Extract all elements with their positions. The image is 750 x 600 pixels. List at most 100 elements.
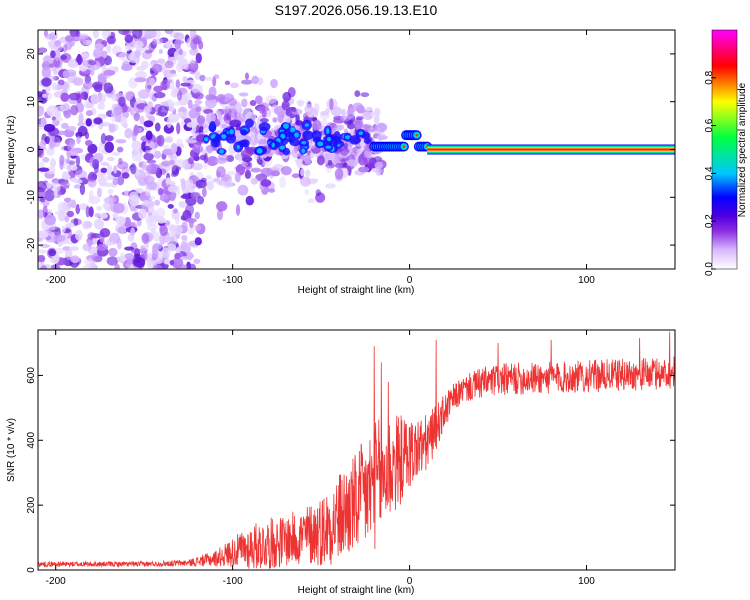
spectrogram-cell bbox=[155, 218, 167, 224]
spectrogram-cell bbox=[271, 142, 275, 148]
spectrogram-cell bbox=[165, 41, 172, 49]
spectrogram-cell bbox=[257, 77, 264, 86]
y-tick-label: 0 bbox=[26, 146, 37, 152]
spectrogram-cell bbox=[163, 258, 171, 265]
spectrogram-marks bbox=[38, 30, 675, 269]
spectrogram-cell bbox=[93, 43, 105, 50]
spectrogram-cell bbox=[73, 184, 82, 189]
spectrogram-cell bbox=[97, 174, 109, 185]
spectrogram-cell bbox=[329, 98, 334, 111]
spectrogram-cell bbox=[84, 258, 95, 267]
spectrogram-cell bbox=[118, 96, 126, 107]
spectrogram-cell bbox=[283, 115, 291, 124]
spectrogram-cell bbox=[188, 63, 197, 70]
spectrogram-cell bbox=[168, 189, 177, 202]
spectrogram-cell bbox=[167, 203, 174, 209]
spectrogram-cell bbox=[234, 172, 241, 183]
spectrogram-cell bbox=[55, 110, 62, 119]
spectrogram-cell bbox=[153, 91, 166, 99]
spectrogram-cell bbox=[128, 194, 140, 207]
spectrogram-cell bbox=[260, 179, 272, 187]
spectrogram-cell bbox=[334, 163, 347, 169]
spectrogram-cell bbox=[402, 145, 406, 148]
spectrogram-cell bbox=[194, 70, 201, 81]
spectrogram-cell bbox=[99, 122, 112, 127]
spectrogram-cell bbox=[141, 233, 150, 244]
spectrogram-cell bbox=[309, 178, 319, 183]
spectrogram-cell bbox=[202, 127, 209, 134]
spectrogram-cell bbox=[68, 160, 76, 166]
spectrogram-cell bbox=[182, 76, 188, 83]
spectrogram-cell bbox=[189, 48, 199, 56]
spectrogram-cell bbox=[194, 106, 202, 113]
spectrogram-cell bbox=[220, 108, 229, 115]
spectrogram-cell bbox=[46, 208, 53, 216]
spectrogram-cell bbox=[282, 147, 291, 156]
spectrogram-cell bbox=[327, 159, 333, 166]
spectrogram-cell bbox=[240, 129, 248, 136]
spectrogram-cell bbox=[61, 225, 66, 233]
spectrogram-x-ticks: -200 -100 0 100 bbox=[46, 30, 595, 286]
spectrogram-cell bbox=[92, 236, 98, 246]
spectrogram-cell bbox=[90, 93, 100, 105]
colorbar-tick-label: 0.2 bbox=[704, 214, 715, 228]
spectrogram-cell bbox=[206, 175, 212, 180]
spectrogram-cell bbox=[76, 135, 81, 145]
spectrogram-cell bbox=[43, 123, 56, 133]
spectrogram-cell bbox=[187, 227, 195, 235]
spectrogram-cell bbox=[72, 77, 84, 86]
spectrogram-cell bbox=[97, 187, 102, 198]
spectrogram-cell bbox=[330, 106, 343, 117]
spectrogram-x-label: Height of straight line (km) bbox=[298, 285, 415, 296]
spectrogram-cell bbox=[49, 264, 61, 269]
spectrogram-cell bbox=[250, 131, 256, 141]
y-tick-label: 10 bbox=[26, 96, 37, 108]
x-tick-label: 0 bbox=[407, 275, 413, 286]
spectrogram-cell bbox=[48, 249, 57, 257]
spectrogram-cell bbox=[282, 91, 292, 102]
spectrogram-cell bbox=[75, 169, 88, 179]
spectrogram-cell bbox=[93, 117, 103, 125]
spectrogram-cell bbox=[205, 94, 216, 101]
spectrogram-cell bbox=[87, 246, 99, 255]
spectrogram-cell bbox=[152, 264, 163, 269]
spectrogram-cell bbox=[317, 141, 324, 147]
spectrogram-cell bbox=[121, 64, 133, 72]
spectrogram-cell bbox=[99, 212, 108, 219]
spectrogram-cell bbox=[133, 257, 146, 268]
spectrogram-cell bbox=[111, 111, 116, 123]
spectrogram-cell bbox=[84, 74, 92, 84]
colorbar: 0.0 0.2 0.4 0.6 0.8 Normalized spectral ampl… bbox=[704, 29, 748, 276]
spectrogram-cell bbox=[227, 108, 238, 118]
spectrogram-cell bbox=[296, 99, 305, 105]
spectrogram-cell bbox=[321, 118, 328, 128]
spectrogram-cell bbox=[51, 82, 58, 91]
spectrogram-cell bbox=[173, 224, 183, 235]
spectrogram-cell bbox=[105, 241, 116, 246]
spectrogram-cell bbox=[175, 247, 181, 254]
spectrogram-cell bbox=[146, 163, 158, 175]
x-tick-label: 100 bbox=[578, 576, 595, 587]
spectrogram-cell bbox=[79, 33, 89, 39]
chart-title: S197.2026.056.19.13.E10 bbox=[275, 2, 438, 18]
spectrogram-cell bbox=[415, 133, 418, 137]
spectrogram-cell bbox=[258, 103, 266, 112]
spectrogram-cell bbox=[164, 60, 174, 69]
spectrogram-cell bbox=[193, 258, 201, 265]
spectrogram-cell bbox=[250, 167, 262, 173]
spectrogram-cell bbox=[194, 237, 202, 246]
spectrogram-cell bbox=[44, 214, 56, 226]
spectrogram-cell bbox=[130, 163, 137, 175]
spectrogram-cell bbox=[41, 66, 52, 79]
spectrogram-cell bbox=[168, 103, 175, 113]
spectrogram-cell bbox=[330, 127, 341, 133]
spectrogram-cell bbox=[68, 246, 80, 251]
spectrogram-cell bbox=[46, 147, 55, 156]
x-tick-label: -100 bbox=[223, 576, 243, 587]
spectrogram-cell bbox=[187, 251, 194, 261]
spectrogram-cell bbox=[41, 93, 47, 99]
spectrogram-cell bbox=[222, 176, 229, 182]
spectrogram-cell bbox=[45, 225, 56, 231]
spectrogram-cell bbox=[106, 256, 119, 266]
spectrogram-cell bbox=[113, 165, 118, 174]
